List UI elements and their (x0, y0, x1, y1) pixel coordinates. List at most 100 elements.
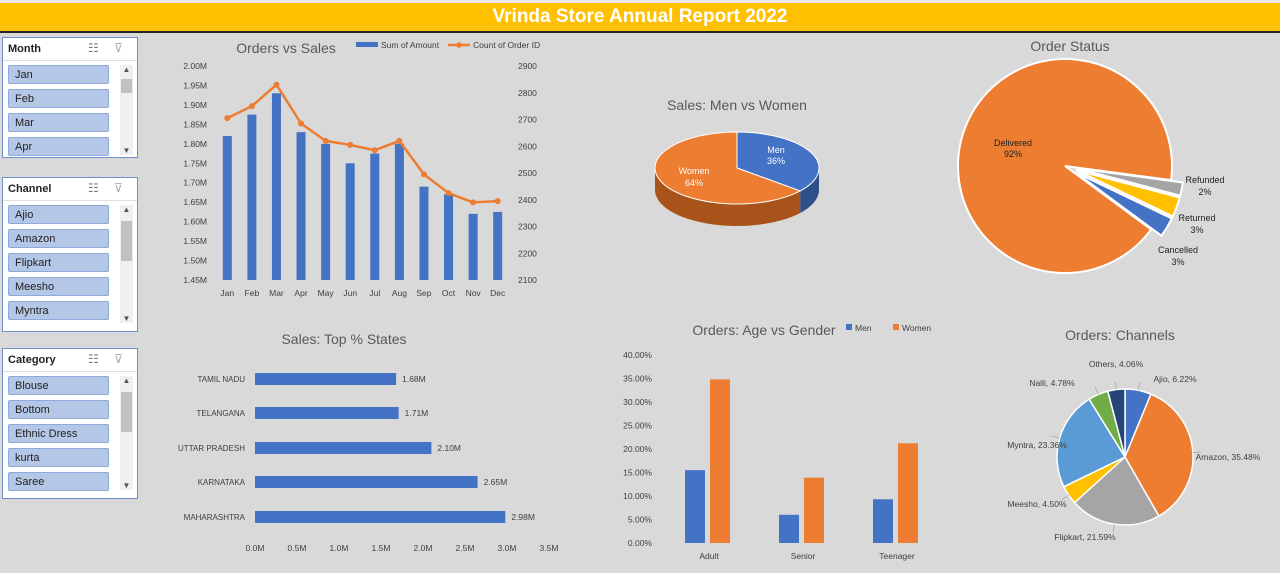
bar-state (255, 442, 432, 454)
y2-tick-label: 2700 (518, 115, 537, 125)
x-tick-label: May (318, 288, 335, 298)
slicer-item[interactable]: Meesho (8, 277, 109, 296)
slice-label: Meesho, 4.50% (1007, 499, 1067, 509)
y-tick-label: 20.00% (623, 444, 652, 454)
slice-label: 64% (685, 178, 703, 188)
scroll-thumb[interactable] (121, 392, 132, 432)
leader-line (1051, 435, 1060, 439)
slicer-item[interactable]: Flipkart (8, 253, 109, 272)
slice-label: Refunded (1185, 175, 1224, 185)
slice-label: Men (767, 145, 785, 155)
y-tick-label: 1.85M (183, 119, 207, 129)
y-tick-label: 25.00% (623, 421, 652, 431)
chart-title: Sales: Top % States (281, 331, 406, 347)
slice-label: 92% (1004, 149, 1022, 159)
bar-state (255, 511, 506, 523)
slicer-month[interactable]: Month ☷ ⊽ Jan Feb Mar Apr ▲ ▼ (2, 37, 138, 158)
slice-label: Ajio, 6.22% (1154, 374, 1197, 384)
bar-amount (370, 153, 380, 280)
leader-line (1061, 494, 1069, 500)
slicer-item[interactable]: Ajio (8, 205, 109, 224)
bar-women (710, 379, 730, 543)
x-tick-label: Senior (791, 551, 816, 561)
slicer-item[interactable]: Bottom (8, 400, 109, 419)
slice-label: Cancelled (1158, 245, 1198, 255)
bar-amount (247, 114, 257, 281)
scroll-down-icon[interactable]: ▼ (122, 481, 131, 490)
scroll-up-icon[interactable]: ▲ (122, 65, 131, 74)
slicer-channel[interactable]: Channel ☷ ⊽ Ajio Amazon Flipkart Meesho … (2, 177, 138, 332)
bar-amount (296, 132, 306, 280)
slicer-item[interactable]: kurta (8, 448, 109, 467)
y-tick-label: 40.00% (623, 350, 652, 360)
bar-men (685, 470, 705, 543)
y2-tick-label: 2100 (518, 275, 537, 285)
scroll-down-icon[interactable]: ▼ (122, 146, 131, 155)
x-tick-label: 1.0M (330, 543, 349, 553)
point-order-count (224, 115, 231, 122)
slicer-header: Channel ☷ ⊽ (3, 178, 137, 201)
y-tick-label: 1.50M (183, 256, 207, 266)
slicer-category[interactable]: Category ☷ ⊽ Blouse Bottom Ethnic Dress … (2, 348, 138, 499)
scroll-up-icon[interactable]: ▲ (122, 376, 131, 385)
slicer-item[interactable]: Myntra (8, 301, 109, 320)
x-tick-label: Mar (269, 288, 284, 298)
bar-women (804, 477, 824, 543)
slicer-item[interactable]: Apr (8, 137, 109, 156)
slicer-scrollbar[interactable]: ▲ ▼ (120, 65, 133, 155)
slicer-item[interactable]: Blouse (8, 376, 109, 395)
y-tick-label: UTTAR PRADESH (178, 444, 245, 453)
report-title-bar: Vrinda Store Annual Report 2022 (0, 3, 1280, 33)
scroll-up-icon[interactable]: ▲ (122, 205, 131, 214)
bar-state (255, 476, 478, 488)
slice-label: Amazon, 35.48% (1196, 452, 1261, 462)
leader-line (1094, 386, 1099, 395)
slicer-header: Category ☷ ⊽ (3, 349, 137, 372)
x-tick-label: 0.0M (246, 543, 265, 553)
slicer-scrollbar[interactable]: ▲ ▼ (120, 376, 133, 490)
slice-label: 36% (767, 156, 785, 166)
scroll-thumb[interactable] (121, 221, 132, 261)
scroll-thumb[interactable] (121, 79, 132, 93)
y-tick-label: 1.95M (183, 80, 207, 90)
y-tick-label: 15.00% (623, 468, 652, 478)
chart-title: Order Status (1030, 38, 1109, 54)
pie-slice-channel (1056, 398, 1127, 488)
multi-select-icon[interactable]: ☷ (88, 352, 99, 366)
chart-title: Orders: Age vs Gender (692, 322, 836, 338)
multi-select-icon[interactable]: ☷ (88, 41, 99, 55)
slicer-scrollbar[interactable]: ▲ ▼ (120, 205, 133, 323)
legend-marker (456, 42, 462, 48)
slicer-item[interactable]: Ethnic Dress (8, 424, 109, 443)
multi-select-icon[interactable]: ☷ (88, 181, 99, 195)
point-order-count (371, 147, 378, 154)
y-tick-label: TAMIL NADU (197, 375, 245, 384)
scroll-down-icon[interactable]: ▼ (122, 314, 131, 323)
y-tick-label: 35.00% (623, 374, 652, 384)
bar-amount (321, 143, 331, 280)
x-tick-label: 0.5M (288, 543, 307, 553)
clear-filter-icon[interactable]: ⊽ (114, 352, 123, 366)
y-tick-label: 1.60M (183, 217, 207, 227)
x-tick-label: 2.0M (414, 543, 433, 553)
y-tick-label: 5.00% (628, 515, 653, 525)
slicer-item[interactable]: Feb (8, 89, 109, 108)
point-order-count (347, 141, 354, 148)
bar-amount (271, 93, 281, 281)
bar-amount (468, 213, 478, 280)
pie-slice-channel (1106, 388, 1126, 458)
slicer-item[interactable]: Mar (8, 113, 109, 132)
data-label: 2.10M (437, 443, 461, 453)
clear-filter-icon[interactable]: ⊽ (114, 181, 123, 195)
slicer-item[interactable]: Jan (8, 65, 109, 84)
leader-line (1137, 382, 1141, 391)
slicer-item[interactable]: Saree (8, 472, 109, 491)
pie-slice-refunded (1076, 167, 1184, 197)
x-tick-label: 3.0M (498, 543, 517, 553)
x-tick-label: Jan (220, 288, 234, 298)
chart-title: Orders vs Sales (236, 40, 336, 56)
clear-filter-icon[interactable]: ⊽ (114, 41, 123, 55)
y-tick-label: 1.80M (183, 139, 207, 149)
slice-label: Returned (1178, 213, 1215, 223)
slicer-item[interactable]: Amazon (8, 229, 109, 248)
